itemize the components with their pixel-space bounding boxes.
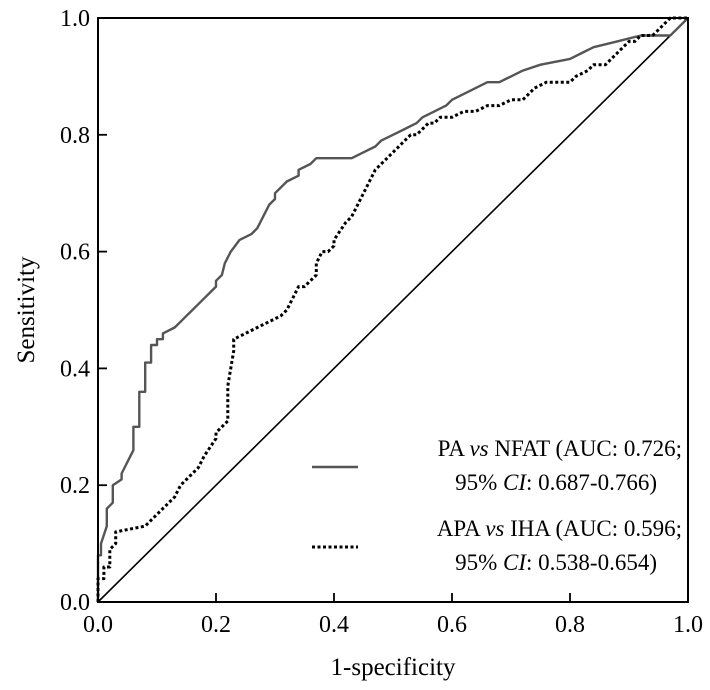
y-tick-label: 1.0: [60, 6, 90, 32]
legend-label-line2: 95% CI: 0.538-0.654): [455, 550, 657, 575]
y-tick-label: 0.2: [60, 473, 90, 499]
x-tick-label: 0.0: [83, 612, 113, 638]
x-tick-label: 0.2: [201, 612, 231, 638]
y-tick-label: 0.8: [60, 123, 90, 149]
x-axis-title: 1-specificity: [331, 654, 456, 681]
x-axis: 0.0 0.2 0.4 0.6 0.8 1.0: [83, 593, 703, 638]
legend-label-line2: 95% CI: 0.687-0.766): [455, 470, 657, 495]
y-tick-label: 0.4: [60, 356, 90, 382]
y-axis: 0.0 0.2 0.4 0.6 0.8 1.0: [60, 6, 107, 616]
plot-area: [96, 16, 689, 603]
series-apa-vs-iha: [96, 16, 688, 602]
chance-diagonal: [97, 17, 689, 603]
legend-label-line1: APA vs IHA (AUC: 0.596;: [437, 516, 682, 541]
y-tick-label: 0.0: [60, 590, 90, 616]
x-tick-label: 0.4: [319, 612, 349, 638]
plot-frame: [97, 17, 689, 603]
legend-entry-pa-vs-nfat: PA vs NFAT (AUC: 0.726; 95% CI: 0.687-0.…: [312, 436, 682, 495]
legend-label-line1: PA vs NFAT (AUC: 0.726;: [438, 436, 682, 461]
series-pa-vs-nfat: [96, 17, 689, 602]
y-tick-label: 0.6: [60, 240, 90, 266]
x-tick-label: 1.0: [673, 612, 703, 638]
legend: PA vs NFAT (AUC: 0.726; 95% CI: 0.687-0.…: [312, 436, 682, 575]
x-tick-label: 0.6: [437, 612, 467, 638]
y-axis-title: Sensitivity: [13, 256, 40, 363]
legend-entry-apa-vs-iha: APA vs IHA (AUC: 0.596; 95% CI: 0.538-0.…: [312, 516, 682, 575]
x-tick-label: 0.8: [555, 612, 585, 638]
